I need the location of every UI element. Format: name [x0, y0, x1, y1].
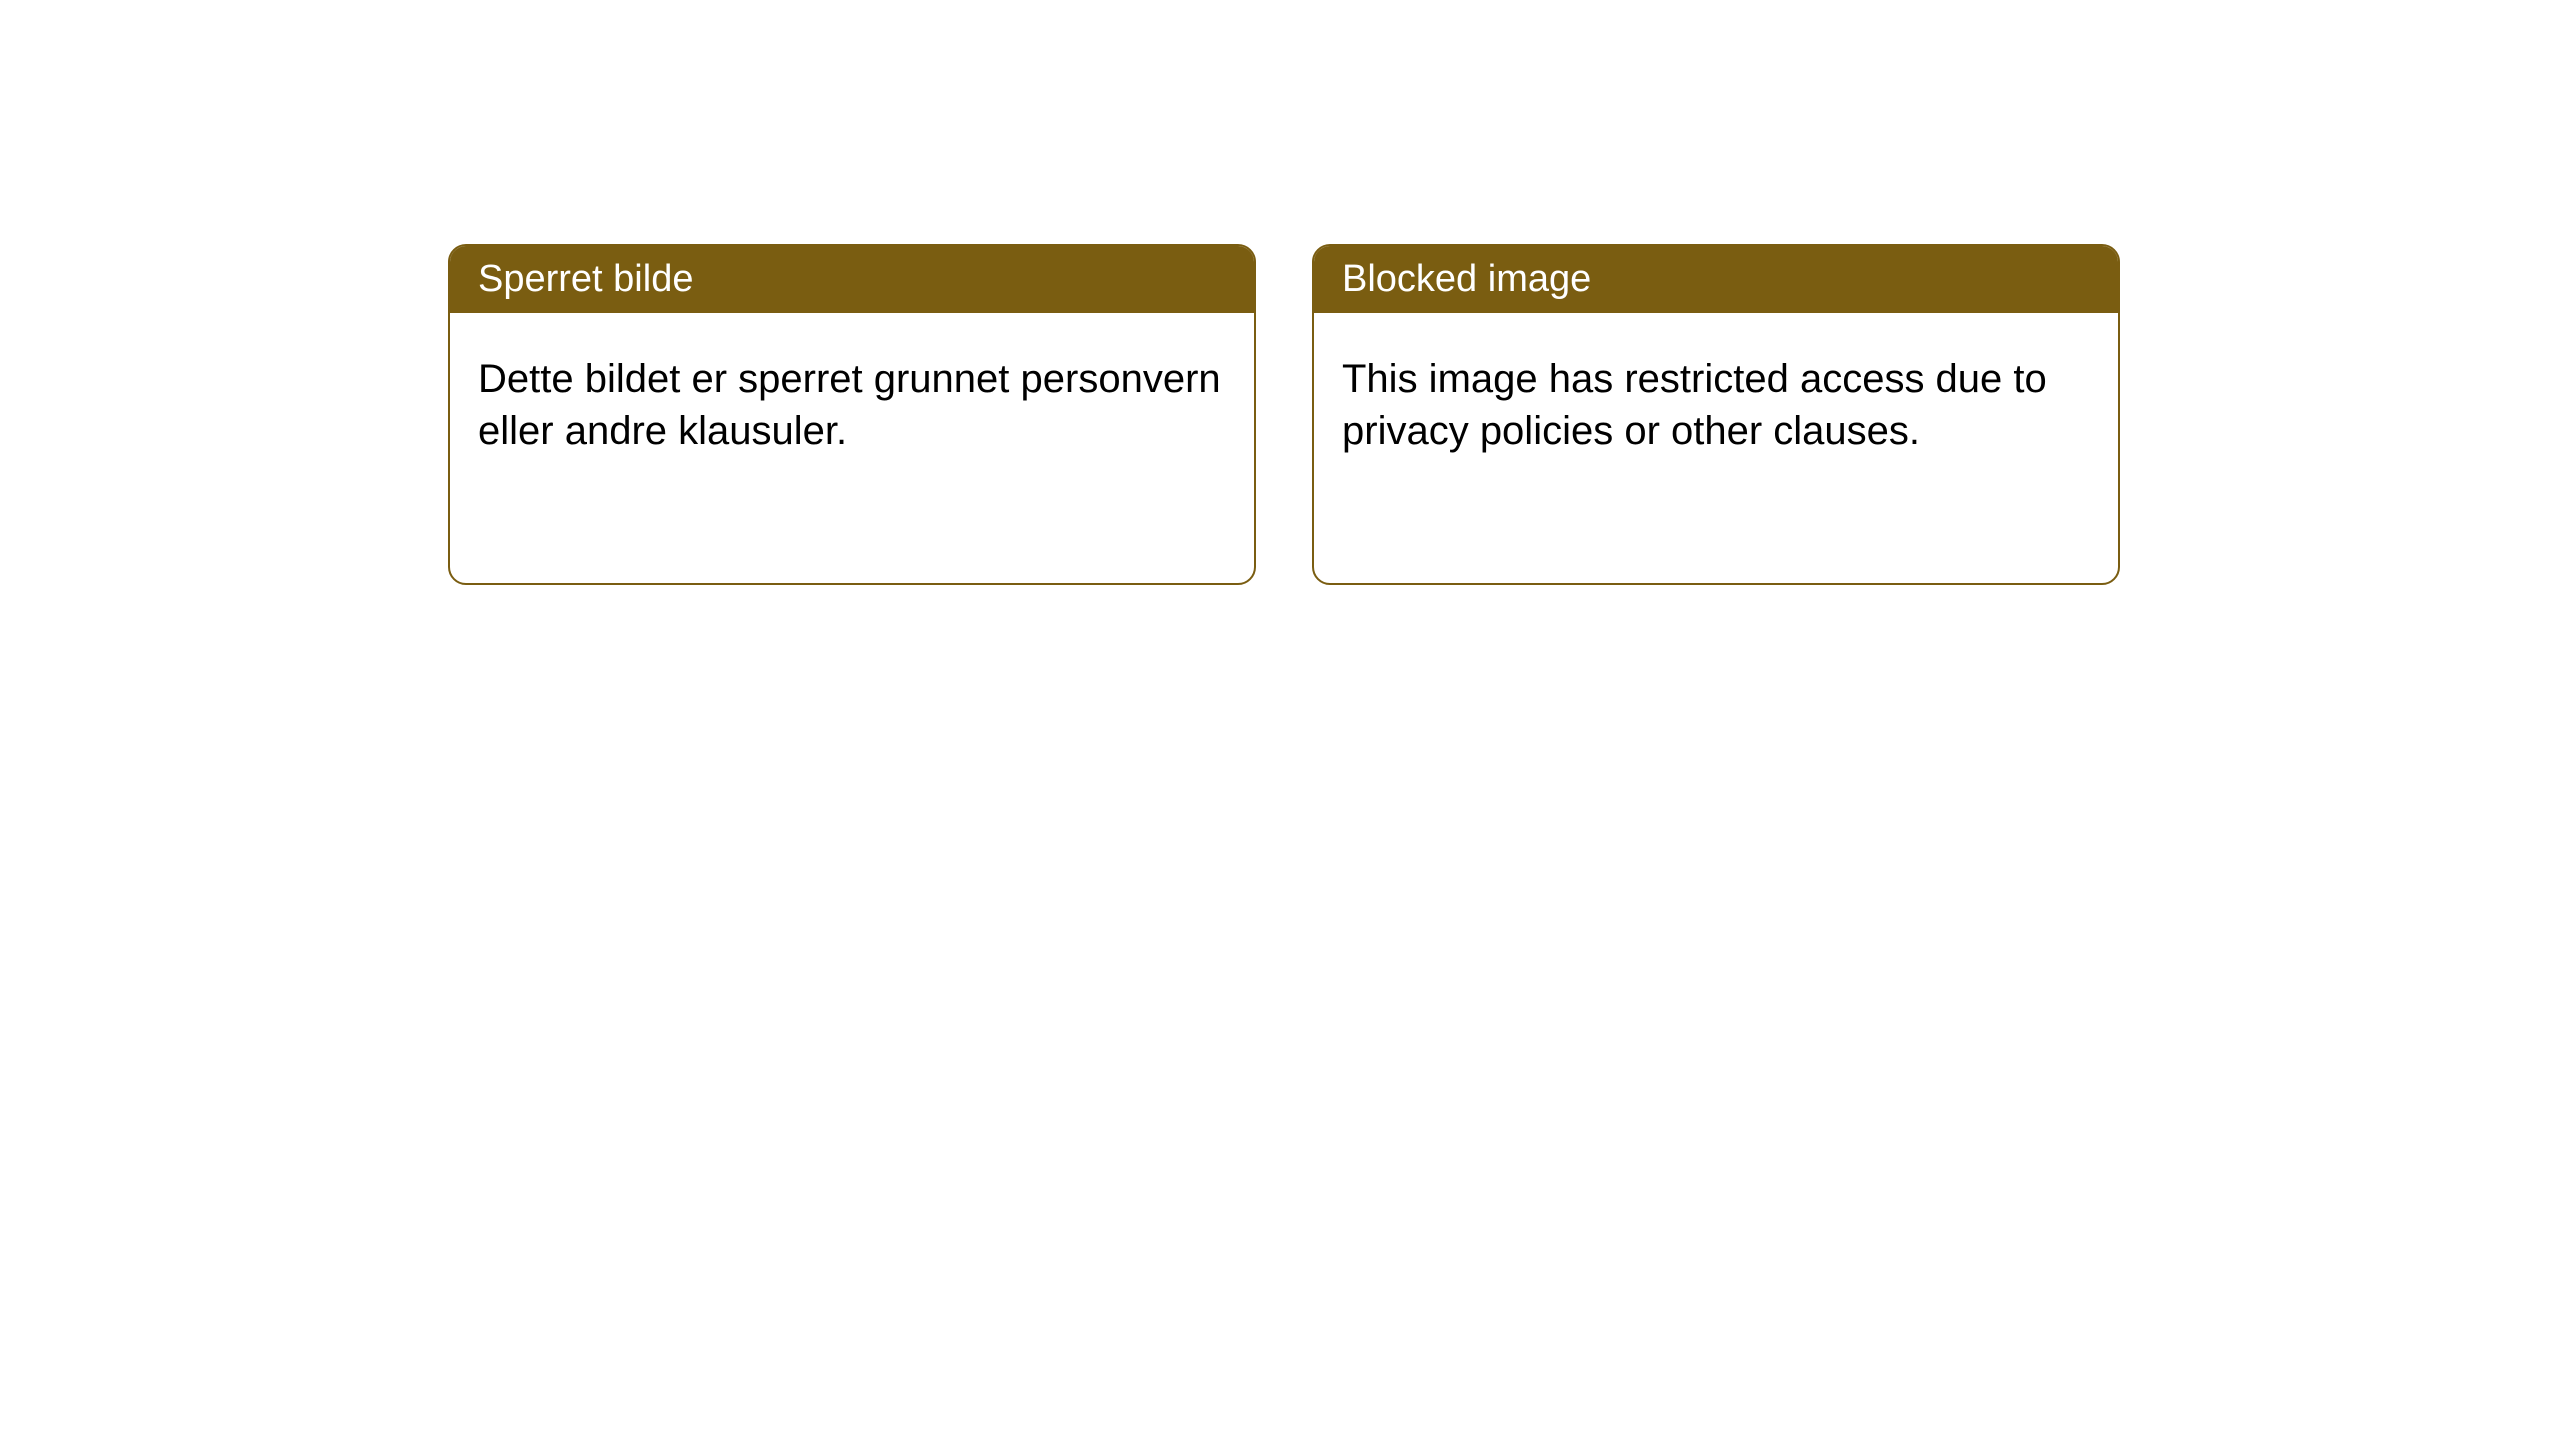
- card-body-text: This image has restricted access due to …: [1342, 357, 2047, 453]
- card-body-text: Dette bildet er sperret grunnet personve…: [478, 357, 1221, 453]
- card-header: Sperret bilde: [450, 246, 1254, 313]
- card-header: Blocked image: [1314, 246, 2118, 313]
- notice-container: Sperret bilde Dette bildet er sperret gr…: [0, 0, 2560, 585]
- card-title: Blocked image: [1342, 258, 1591, 300]
- notice-card-norwegian: Sperret bilde Dette bildet er sperret gr…: [448, 244, 1256, 585]
- card-body: Dette bildet er sperret grunnet personve…: [450, 313, 1254, 583]
- card-body: This image has restricted access due to …: [1314, 313, 2118, 583]
- card-title: Sperret bilde: [478, 258, 693, 300]
- notice-card-english: Blocked image This image has restricted …: [1312, 244, 2120, 585]
